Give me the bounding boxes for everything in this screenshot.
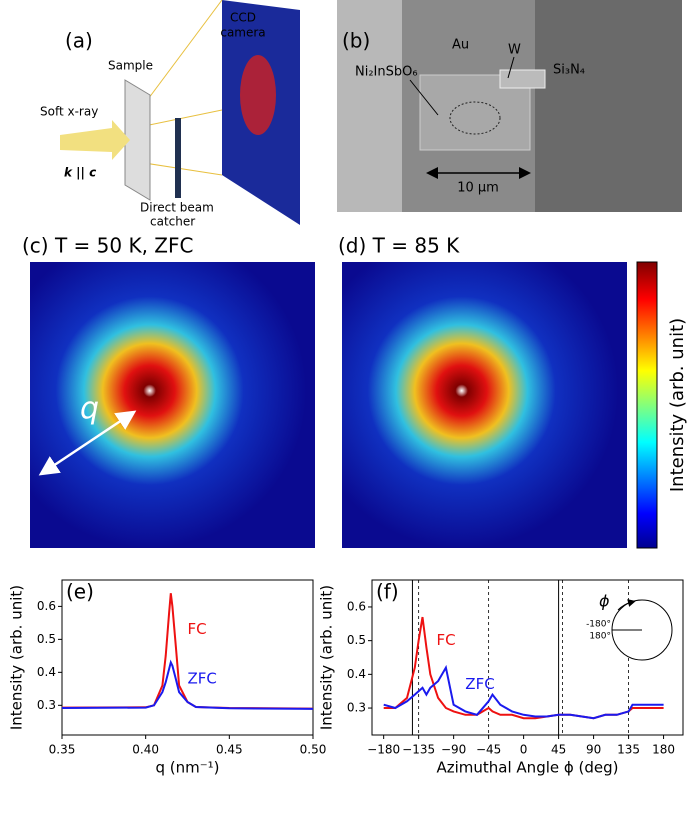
y-tick-label: 0.5 bbox=[37, 632, 56, 646]
panel-label: (a) bbox=[65, 29, 93, 53]
ccd-label: CCD bbox=[230, 11, 256, 25]
y-tick-label: 0.6 bbox=[37, 599, 56, 613]
plot-frame bbox=[61, 579, 314, 736]
catcher-label: Direct beam bbox=[140, 201, 214, 215]
w-contact bbox=[499, 69, 546, 89]
data-line bbox=[61, 659, 314, 710]
y-tick-label: 0.6 bbox=[347, 599, 366, 613]
series-label: FC bbox=[437, 631, 456, 649]
inset-symbol: ϕ bbox=[599, 592, 610, 611]
colorbar bbox=[636, 261, 658, 549]
beam-area bbox=[449, 101, 501, 135]
y-axis-label: Intensity (arb. unit) bbox=[8, 585, 26, 730]
x-tick-label: 45 bbox=[551, 743, 566, 757]
x-tick-label: 0.35 bbox=[49, 743, 76, 757]
series-label: ZFC bbox=[188, 669, 217, 687]
x-axis-label: q (nm⁻¹) bbox=[155, 759, 219, 777]
crystal-label: Ni₂InSbO₆ bbox=[355, 65, 418, 80]
panel-label: (f) bbox=[376, 580, 399, 604]
panel-label: (e) bbox=[66, 580, 94, 604]
colorbar-label: Intensity (arb. unit) bbox=[667, 318, 688, 492]
sample bbox=[124, 79, 151, 201]
y-tick-label: 0.5 bbox=[347, 633, 366, 647]
w-label: W bbox=[508, 43, 521, 58]
sem-region bbox=[535, 0, 682, 212]
x-tick-label: 0.45 bbox=[216, 743, 243, 757]
y-tick-label: 0.3 bbox=[37, 698, 56, 712]
x-tick-label: 0.40 bbox=[132, 743, 159, 757]
panel-label: (d) T = 85 K bbox=[338, 234, 460, 258]
data-line bbox=[383, 664, 664, 720]
x-tick-label: −45 bbox=[476, 743, 501, 757]
source-label: Soft x-ray bbox=[40, 105, 98, 119]
data-line bbox=[61, 593, 314, 710]
ccd-label: camera bbox=[220, 26, 265, 40]
sem-region bbox=[337, 0, 402, 212]
scale-label: 10 μm bbox=[457, 181, 499, 196]
plot-frame bbox=[371, 579, 684, 736]
inset-label: -180° bbox=[586, 620, 611, 630]
y-tick-label: 0.4 bbox=[37, 665, 56, 679]
x-tick-label: 0.50 bbox=[300, 743, 327, 757]
beam-arrow bbox=[60, 120, 130, 160]
speckle-spot bbox=[240, 55, 276, 135]
y-tick-label: 0.4 bbox=[347, 667, 366, 681]
beam-catcher bbox=[175, 118, 181, 198]
panel-a: (a) CCD camera Sample Soft x-ray k || c … bbox=[40, 0, 300, 229]
series-label: FC bbox=[188, 620, 207, 638]
speckle-image bbox=[342, 262, 627, 548]
panel-label: (c) T = 50 K, ZFC bbox=[22, 234, 193, 258]
speckle-image bbox=[30, 262, 315, 548]
x-tick-label: −180 bbox=[367, 743, 400, 757]
y-tick-label: 0.3 bbox=[347, 701, 366, 715]
sample-label: Sample bbox=[108, 59, 153, 73]
y-axis-label: Intensity (arb. unit) bbox=[318, 585, 336, 730]
orientation-label: k || c bbox=[64, 166, 96, 180]
inset-label: 180° bbox=[589, 632, 611, 642]
x-tick-label: −135 bbox=[402, 743, 435, 757]
x-tick-label: 0 bbox=[520, 743, 528, 757]
q-vector bbox=[38, 410, 137, 476]
au-label: Au bbox=[452, 38, 469, 53]
membrane-label: Si₃N₄ bbox=[553, 63, 585, 78]
catcher-label: catcher bbox=[150, 215, 195, 229]
pointer bbox=[507, 56, 515, 79]
panel-label: (b) bbox=[342, 29, 370, 53]
panel-b: (b) Au W Ni₂InSbO₆ Si₃N₄ 10 μm bbox=[337, 0, 682, 212]
x-tick-label: 135 bbox=[617, 743, 640, 757]
inset-arrow bbox=[617, 599, 636, 611]
q-label: q bbox=[80, 392, 99, 427]
pointer bbox=[409, 79, 439, 116]
x-axis-label: Azimuthal Angle ϕ (deg) bbox=[436, 759, 618, 777]
series-label: ZFC bbox=[465, 675, 494, 693]
x-tick-label: −90 bbox=[441, 743, 466, 757]
x-tick-label: 180 bbox=[652, 743, 675, 757]
x-tick-label: 90 bbox=[586, 743, 601, 757]
